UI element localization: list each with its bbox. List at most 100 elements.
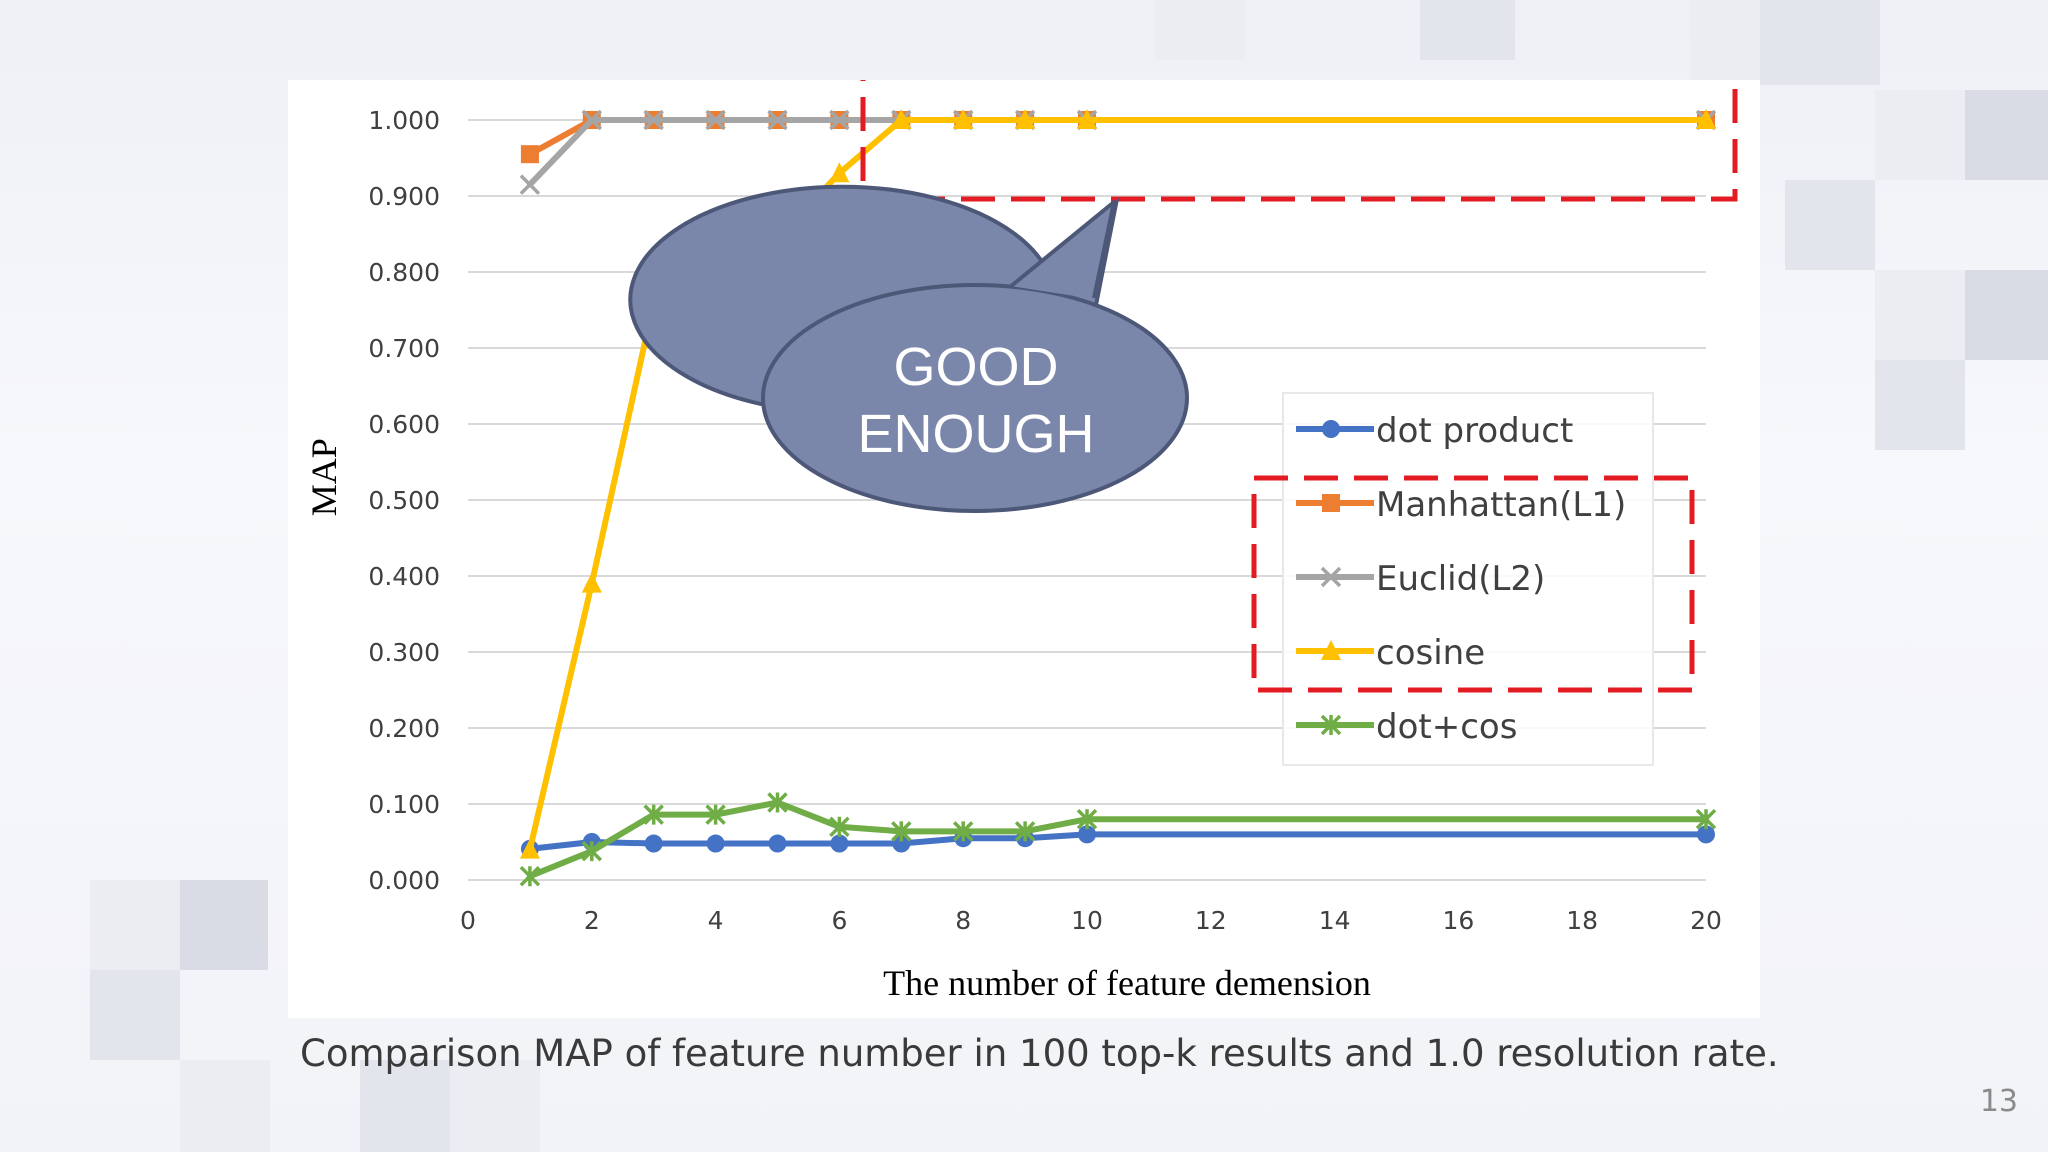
page-number: 13 bbox=[1979, 1084, 2018, 1119]
x-tick-label: 12 bbox=[1195, 906, 1227, 935]
background-square bbox=[1965, 90, 2048, 180]
background-square bbox=[90, 970, 180, 1060]
slide-caption: Comparison MAP of feature number in 100 … bbox=[300, 1032, 1779, 1075]
data-point bbox=[1015, 109, 1036, 129]
data-point bbox=[581, 109, 603, 131]
data-point bbox=[643, 109, 664, 131]
series-line bbox=[526, 117, 1709, 188]
data-point bbox=[891, 109, 912, 129]
data-point bbox=[830, 834, 849, 853]
data-point bbox=[581, 572, 602, 593]
series-line bbox=[526, 799, 1709, 880]
y-tick-label: 0.400 bbox=[368, 562, 440, 591]
legend-marker bbox=[1322, 420, 1340, 438]
data-point bbox=[1696, 109, 1716, 129]
legend-item: Manhattan(L1) bbox=[1296, 485, 1626, 525]
legend-label: Euclid(L2) bbox=[1376, 559, 1545, 599]
y-tick-label: 0.300 bbox=[368, 638, 440, 667]
data-point bbox=[829, 109, 850, 131]
legend-box bbox=[1282, 392, 1654, 766]
data-point bbox=[767, 109, 788, 131]
x-tick-label: 2 bbox=[584, 906, 600, 935]
chart-panel: 0.000 0.100 0.200 0.300 0.400 0.500 0.600 0.700… bbox=[288, 80, 1760, 1018]
y-tick-label: 0.500 bbox=[368, 486, 440, 515]
y-tick-label: 1.000 bbox=[368, 106, 440, 135]
legend-label: Manhattan(L1) bbox=[1376, 485, 1626, 525]
data-point bbox=[767, 792, 788, 813]
background-square bbox=[90, 880, 180, 970]
highlight-box-legend bbox=[1251, 475, 1695, 693]
legend-label: dot+cos bbox=[1376, 707, 1517, 747]
background-square bbox=[450, 1060, 540, 1152]
x-tick-label: 6 bbox=[831, 906, 847, 935]
x-tick-label: 4 bbox=[708, 906, 724, 935]
line-chart: 0.000 0.100 0.200 0.300 0.400 0.500 0.600 0.700… bbox=[304, 80, 1738, 1003]
legend-marker bbox=[1320, 566, 1342, 588]
data-point bbox=[829, 816, 850, 838]
callout-tail-edge bbox=[1008, 200, 1116, 299]
data-point bbox=[581, 840, 603, 862]
series-4 bbox=[519, 792, 1717, 887]
legend-marker bbox=[1320, 714, 1342, 736]
legend-marker bbox=[1322, 494, 1340, 512]
data-point bbox=[1077, 109, 1097, 129]
background-square bbox=[180, 1060, 270, 1152]
background-square bbox=[1785, 180, 1875, 270]
callout-bubble: GOOD ENOUGH bbox=[628, 184, 1189, 513]
data-point bbox=[829, 162, 850, 183]
y-tick-label: 0.000 bbox=[368, 866, 440, 895]
series-line bbox=[526, 831, 1709, 852]
data-point bbox=[706, 834, 725, 853]
background-square bbox=[1155, 0, 1245, 60]
background-square bbox=[1420, 0, 1515, 60]
y-tick-label: 0.100 bbox=[368, 790, 440, 819]
x-tick-label: 16 bbox=[1442, 906, 1474, 935]
data-point bbox=[520, 145, 539, 164]
legend-marker bbox=[1321, 640, 1341, 660]
x-tick-label: 18 bbox=[1566, 906, 1598, 935]
background-square bbox=[1875, 90, 1965, 180]
data-point bbox=[952, 821, 974, 842]
legend-item: cosine bbox=[1296, 633, 1485, 673]
x-tick-label: 20 bbox=[1690, 906, 1722, 935]
y-tick-label: 0.200 bbox=[368, 714, 440, 743]
legend-label: cosine bbox=[1376, 633, 1485, 673]
data-point bbox=[643, 804, 664, 825]
data-point bbox=[1078, 825, 1096, 844]
callout-tail-fill bbox=[1010, 202, 1114, 299]
y-axis-label: MAP bbox=[304, 438, 344, 516]
background-square bbox=[1760, 0, 1880, 85]
background-square bbox=[1875, 270, 1965, 360]
legend-item: Euclid(L2) bbox=[1296, 559, 1545, 599]
data-point bbox=[891, 821, 912, 842]
data-point bbox=[1014, 821, 1036, 842]
data-point bbox=[519, 174, 541, 195]
x-axis-label: The number of feature demension bbox=[883, 963, 1371, 1003]
data-point bbox=[1076, 808, 1098, 830]
y-tick-label: 0.800 bbox=[368, 258, 440, 287]
data-point bbox=[705, 804, 726, 825]
legend-item: dot product bbox=[1296, 411, 1573, 451]
x-tick-label: 0 bbox=[460, 906, 476, 935]
series-2 bbox=[519, 109, 1717, 195]
legend-label: dot product bbox=[1376, 411, 1573, 451]
data-point bbox=[1695, 808, 1717, 830]
x-tick-label: 8 bbox=[955, 906, 971, 935]
background-square bbox=[360, 1060, 450, 1152]
x-tick-label: 10 bbox=[1071, 906, 1103, 935]
y-tick-label: 0.600 bbox=[368, 410, 440, 439]
callout-text-line2: ENOUGH bbox=[857, 404, 1094, 464]
data-point bbox=[705, 109, 726, 131]
data-point bbox=[644, 834, 663, 853]
y-tick-label: 0.700 bbox=[368, 334, 440, 363]
data-point bbox=[892, 834, 911, 853]
data-point bbox=[953, 109, 974, 129]
data-point bbox=[768, 834, 787, 853]
callout-text-line1: GOOD bbox=[893, 337, 1058, 397]
background-square bbox=[180, 880, 268, 970]
y-tick-label: 0.900 bbox=[368, 182, 440, 211]
series-line bbox=[526, 117, 1709, 158]
background-square bbox=[1965, 270, 2048, 360]
x-tick-label: 14 bbox=[1319, 906, 1351, 935]
series-0 bbox=[520, 825, 1715, 858]
